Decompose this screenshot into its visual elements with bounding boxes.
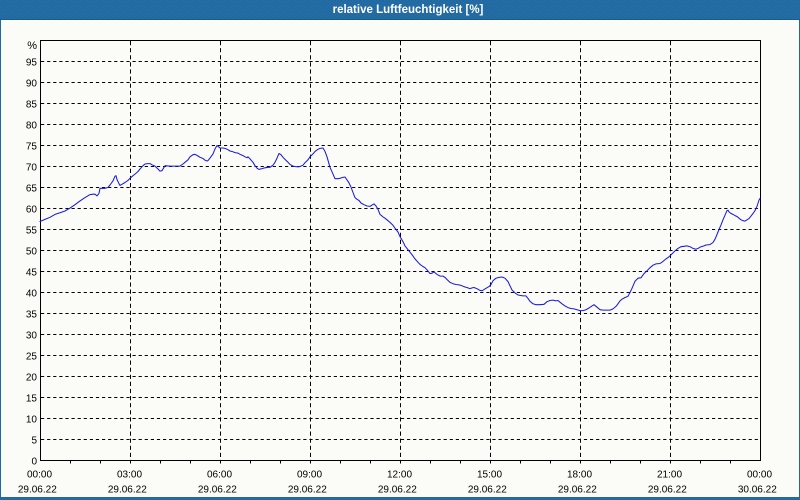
- svg-text:40: 40: [26, 289, 38, 300]
- svg-text:20: 20: [26, 373, 38, 384]
- svg-text:12:00: 12:00: [387, 470, 412, 481]
- svg-text:00:00: 00:00: [27, 470, 52, 481]
- svg-text:30: 30: [26, 331, 38, 342]
- svg-text:29.06.22: 29.06.22: [108, 485, 147, 496]
- svg-text:15: 15: [26, 394, 38, 405]
- svg-text:85: 85: [26, 100, 38, 111]
- svg-text:18:00: 18:00: [567, 470, 592, 481]
- svg-text:50: 50: [26, 247, 38, 258]
- svg-text:30.06.22: 30.06.22: [738, 485, 777, 496]
- svg-text:21:00: 21:00: [657, 470, 682, 481]
- svg-text:80: 80: [26, 121, 38, 132]
- svg-text:10: 10: [26, 415, 38, 426]
- svg-text:%: %: [27, 40, 37, 52]
- svg-text:relative Luftfeuchtigkeit [%]: relative Luftfeuchtigkeit [%]: [333, 4, 484, 16]
- svg-text:00:00: 00:00: [747, 470, 772, 481]
- svg-text:0: 0: [31, 457, 37, 468]
- svg-text:5: 5: [31, 436, 37, 447]
- svg-text:75: 75: [26, 142, 38, 153]
- svg-text:60: 60: [26, 205, 38, 216]
- svg-text:29.06.22: 29.06.22: [378, 485, 417, 496]
- svg-text:03:00: 03:00: [117, 470, 142, 481]
- svg-text:55: 55: [26, 226, 38, 237]
- svg-text:35: 35: [26, 310, 38, 321]
- svg-text:29.06.22: 29.06.22: [198, 485, 237, 496]
- svg-text:70: 70: [26, 163, 38, 174]
- svg-text:95: 95: [26, 58, 38, 69]
- svg-text:45: 45: [26, 268, 38, 279]
- svg-text:29.06.22: 29.06.22: [288, 485, 327, 496]
- svg-text:65: 65: [26, 184, 38, 195]
- svg-text:06:00: 06:00: [207, 470, 232, 481]
- svg-text:29.06.22: 29.06.22: [18, 485, 57, 496]
- svg-text:90: 90: [26, 79, 38, 90]
- svg-text:25: 25: [26, 352, 38, 363]
- svg-text:29.06.22: 29.06.22: [648, 485, 687, 496]
- svg-text:15:00: 15:00: [477, 470, 502, 481]
- svg-text:29.06.22: 29.06.22: [468, 485, 507, 496]
- svg-text:29.06.22: 29.06.22: [558, 485, 597, 496]
- svg-text:09:00: 09:00: [297, 470, 322, 481]
